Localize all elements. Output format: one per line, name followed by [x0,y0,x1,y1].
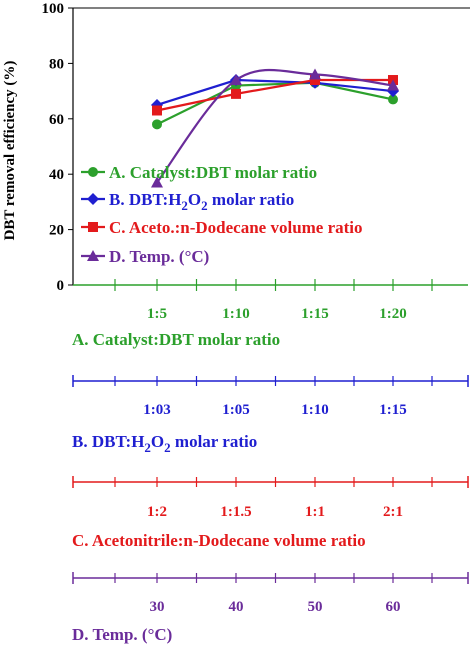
series-C-point [152,105,162,116]
axis-D-tick-label: 40 [229,599,244,615]
axis-D-tick-label: 60 [386,599,401,615]
series-layer [151,68,399,188]
axis-A-title: A. Catalyst:DBT molar ratio [72,330,280,349]
legend-item-C: C. Aceto.:n-Dodecane volume ratio [81,218,363,237]
series-A-line [156,81,394,126]
series-C-point [231,88,241,99]
legend: A. Catalyst:DBT molar ratio B. DBT:H2O2 m… [81,163,363,266]
y-tick-label: 20 [49,223,64,239]
y-tick-label: 100 [42,1,65,17]
axis-D: 30 40 50 60 D. Temp. (°C) [72,572,469,644]
y-axis-title: DBT removal efficiency (%) [2,61,18,241]
axis-A-tick-label: 1:5 [147,306,167,322]
legend-label: B. DBT:H2O2 molar ratio [109,190,294,213]
axis-C-tick-label: 1:1.5 [220,504,251,520]
axis-B-tick-label: 1:05 [222,402,250,418]
axis-A-tick-label: 1:15 [301,306,329,322]
legend-marker [87,250,99,261]
y-tick-label: 60 [49,112,64,128]
axis-B-tick-label: 1:10 [301,402,329,418]
series-D-point [309,68,321,80]
series-D-point [387,79,399,91]
main-axes: 0 20 40 60 80 100 DBT removal efficiency (%) 1:… [2,1,470,349]
axis-C-tick-label: 1:1 [305,504,325,520]
legend-item-B: B. DBT:H2O2 molar ratio [81,190,294,213]
axis-C: 1:2 1:1.5 1:1 2:1 C. Acetonitrile:n-Dodecane… [72,476,469,550]
series-B-line [156,78,394,106]
axis-B-tick-label: 1:15 [379,402,407,418]
legend-marker [88,222,98,232]
axis-A: 1:5 1:10 1:15 1:20 A. Catalyst:DBT molar rat… [72,279,468,349]
series-D [151,68,399,188]
axis-A-tick-label: 1:20 [379,306,407,322]
secondary-axes: 1:03 1:05 1:10 1:15B. DBT:H2O2 molar ratio1… [72,375,469,644]
series-D-point [151,176,163,188]
axis-C-tick-label: 2:1 [383,504,403,520]
axis-D-tick-label: 50 [308,599,323,615]
legend-label: C. Aceto.:n-Dodecane volume ratio [109,218,363,237]
legend-item-D: D. Temp. (°C) [81,247,209,266]
axis-B-title: B. DBT:H2O2 molar ratio [72,432,257,455]
series-D-line [156,68,394,184]
series-D-point [230,74,242,86]
legend-marker [88,167,98,177]
legend-item-A: A. Catalyst:DBT molar ratio [81,163,317,182]
series-C-point [310,75,320,86]
axis-D-tick-label: 30 [150,599,165,615]
y-tick-label: 0 [57,278,65,294]
legend-label: A. Catalyst:DBT molar ratio [109,163,317,182]
series-A-point [152,119,162,130]
axis-D-title: D. Temp. (°C) [72,625,172,644]
axis-C-title: C. Acetonitrile:n-Dodecane volume ratio [72,531,366,550]
series-A-point [388,94,398,105]
axis-B: 1:03 1:05 1:10 1:15 B. DBT:H2O2 molar ratio [72,375,469,455]
y-tick-label: 40 [49,167,64,183]
axis-B-tick-label: 1:03 [143,402,171,418]
legend-label: D. Temp. (°C) [109,247,209,266]
axis-C-tick-label: 1:2 [147,504,167,520]
axis-A-tick-label: 1:10 [222,306,250,322]
y-tick-label: 80 [49,56,64,72]
legend-marker [87,193,99,205]
